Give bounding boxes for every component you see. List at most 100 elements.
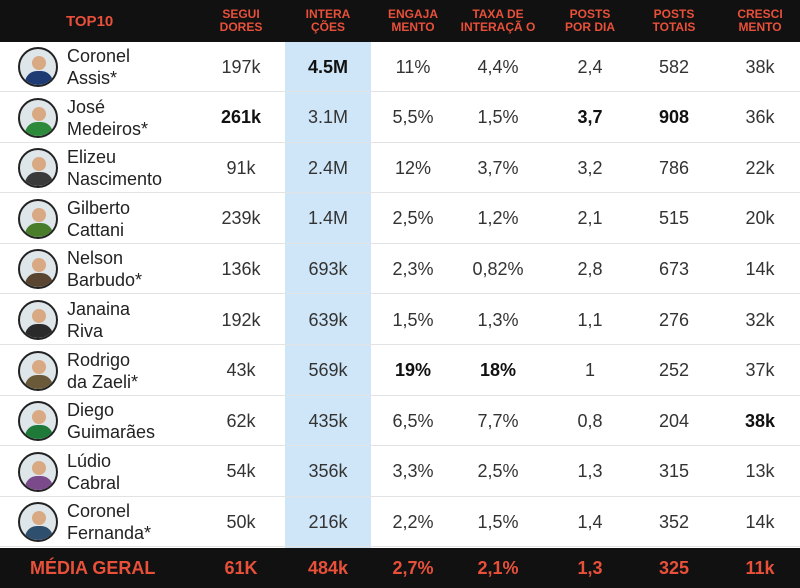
politician-name: Coronel Fernanda* xyxy=(67,501,152,544)
cell-crescimento: 38k xyxy=(744,410,776,431)
table-row: Coronel Fernanda* 50k 216k 2,2% 1,5% 1,4 352 14… xyxy=(0,497,800,548)
avatar-janaina-riva xyxy=(18,300,58,340)
cell-posts-por-dia: 3,7 xyxy=(577,107,603,128)
cell-seguidores: 91k xyxy=(226,157,256,178)
header-engajamento: ENGAJA MENTO xyxy=(387,7,438,34)
cell-interacoes: 3.1M xyxy=(307,107,349,128)
cell-crescimento: 20k xyxy=(745,208,775,229)
interacoes-column-highlight xyxy=(285,42,371,548)
cell-taxa-interacao: 1,5% xyxy=(477,107,519,128)
cell-posts-totais: 315 xyxy=(658,461,690,482)
cell-seguidores: 239k xyxy=(221,208,261,229)
cell-posts-por-dia: 1,4 xyxy=(577,511,603,532)
cell-taxa-interacao: 3,7% xyxy=(477,157,519,178)
cell-posts-totais: 352 xyxy=(658,511,690,532)
cell-posts-por-dia: 2,8 xyxy=(577,258,603,279)
table-row: José Medeiros* 261k 3.1M 5,5% 1,5% 3,7 908 36k xyxy=(0,93,800,143)
footer-interacoes: 484k xyxy=(307,557,349,578)
cell-engajamento: 12% xyxy=(394,157,432,178)
table-row: Coronel Assis* 197k 4.5M 11% 4,4% 2,4 582 38k xyxy=(0,42,800,92)
cell-engajamento: 5,5% xyxy=(392,107,434,128)
cell-posts-por-dia: 3,2 xyxy=(577,157,603,178)
cell-crescimento: 14k xyxy=(745,511,775,532)
politician-name: Gilberto Cattani xyxy=(67,197,131,240)
cell-interacoes: 356k xyxy=(308,461,348,482)
avatar-ludio-cabral xyxy=(18,451,58,492)
cell-seguidores: 50k xyxy=(226,511,256,532)
table-row: Rodrigo da Zaeli* 43k 569k 19% 18% 1 252 37k xyxy=(0,346,800,396)
cell-engajamento: 2,3% xyxy=(392,258,434,279)
politician-name: Elizeu Nascimento xyxy=(67,147,163,190)
cell-engajamento: 3,3% xyxy=(392,461,434,482)
avatar-coronel-assis xyxy=(18,47,58,87)
cell-posts-por-dia: 1,1 xyxy=(577,309,603,330)
cell-taxa-interacao: 4,4% xyxy=(477,56,519,77)
politician-name: Coronel Assis* xyxy=(67,46,131,88)
cell-seguidores: 197k xyxy=(221,56,261,77)
cell-interacoes: 435k xyxy=(308,410,348,431)
cell-crescimento: 14k xyxy=(745,258,775,279)
cell-taxa-interacao: 2,5% xyxy=(477,461,519,482)
cell-posts-por-dia: 1 xyxy=(584,360,595,381)
cell-posts-por-dia: 0,8 xyxy=(577,410,603,431)
footer-posts-por-dia: 1,3 xyxy=(577,557,603,578)
cell-crescimento: 32k xyxy=(745,309,775,330)
cell-interacoes: 216k xyxy=(308,511,348,532)
avatar-coronel-fernanda xyxy=(18,502,58,543)
footer-label: MÉDIA GERAL xyxy=(30,557,156,578)
footer-posts-totais: 325 xyxy=(658,557,690,578)
cell-crescimento: 38k xyxy=(745,56,775,77)
footer-engajamento: 2,7% xyxy=(392,557,434,578)
cell-engajamento: 2,2% xyxy=(392,511,434,532)
avatar-diego-guimaraes xyxy=(18,401,58,442)
cell-posts-totais: 908 xyxy=(658,107,690,128)
cell-taxa-interacao: 0,82% xyxy=(472,258,524,279)
cell-taxa-interacao: 1,2% xyxy=(477,208,519,229)
cell-seguidores: 43k xyxy=(226,360,256,381)
table-title: TOP10 xyxy=(66,12,114,30)
cell-engajamento: 11% xyxy=(395,56,431,77)
table-row: Diego Guimarães 62k 435k 6,5% 7,7% 0,8 204 38k xyxy=(0,396,800,447)
politician-name: Rodrigo da Zaeli* xyxy=(67,349,139,392)
cell-seguidores: 136k xyxy=(221,258,261,279)
header-seguidores: SEGUI DORES xyxy=(219,7,263,34)
cell-taxa-interacao: 1,3% xyxy=(477,309,519,330)
cell-seguidores: 192k xyxy=(221,309,261,330)
politician-name: Diego Guimarães xyxy=(67,400,156,443)
cell-posts-por-dia: 2,4 xyxy=(577,56,603,77)
table-row: Gilberto Cattani 239k 1.4M 2,5% 1,2% 2,1 515 20… xyxy=(0,194,800,244)
cell-posts-totais: 582 xyxy=(658,56,690,77)
avatar-gilberto-cattani xyxy=(18,198,58,239)
cell-taxa-interacao: 1,5% xyxy=(477,511,519,532)
header-interacoes: INTERA ÇÕES xyxy=(305,7,351,34)
politician-name: José Medeiros* xyxy=(67,96,149,139)
footer-crescimento: 11k xyxy=(745,557,775,578)
table-header: TOP10 SEGUI DORES INTERA ÇÕES ENGAJA MEN… xyxy=(0,0,800,42)
cell-posts-totais: 515 xyxy=(658,208,690,229)
table-row: Janaina Riva 192k 639k 1,5% 1,3% 1,1 276 32k xyxy=(0,295,800,345)
cell-interacoes: 1.4M xyxy=(307,208,349,229)
table-row: Elizeu Nascimento 91k 2.4M 12% 3,7% 3,2 786 22k xyxy=(0,143,800,194)
cell-crescimento: 36k xyxy=(745,107,775,128)
cell-posts-totais: 252 xyxy=(658,360,690,381)
header-posts-totais: POSTS TOTAIS xyxy=(652,7,696,34)
cell-interacoes: 2.4M xyxy=(307,157,349,178)
politician-name: Lúdio Cabral xyxy=(67,450,121,493)
cell-posts-totais: 786 xyxy=(658,157,690,178)
cell-crescimento: 22k xyxy=(745,157,775,178)
cell-interacoes: 639k xyxy=(308,309,348,330)
footer-seguidores: 61K xyxy=(224,557,258,578)
header-posts-por-dia: POSTS POR DIA xyxy=(564,7,615,34)
header-crescimento: CRESCI MENTO xyxy=(737,7,783,34)
cell-posts-por-dia: 2,1 xyxy=(577,208,603,229)
cell-seguidores: 62k xyxy=(226,410,256,431)
politician-name: Nelson Barbudo* xyxy=(67,248,143,291)
header-taxa-interacao: TAXA DE INTERAÇÃ O xyxy=(460,7,536,34)
table-row: Nelson Barbudo* 136k 693k 2,3% 0,82% 2,8 673 14… xyxy=(0,244,800,295)
avatar-rodrigo-da-zaeli xyxy=(18,350,58,391)
cell-seguidores: 54k xyxy=(226,461,256,482)
cell-posts-totais: 276 xyxy=(658,309,690,330)
cell-seguidores: 261k xyxy=(220,107,262,128)
avatar-nelson-barbudo xyxy=(18,249,58,290)
cell-engajamento: 1,5% xyxy=(392,309,434,330)
